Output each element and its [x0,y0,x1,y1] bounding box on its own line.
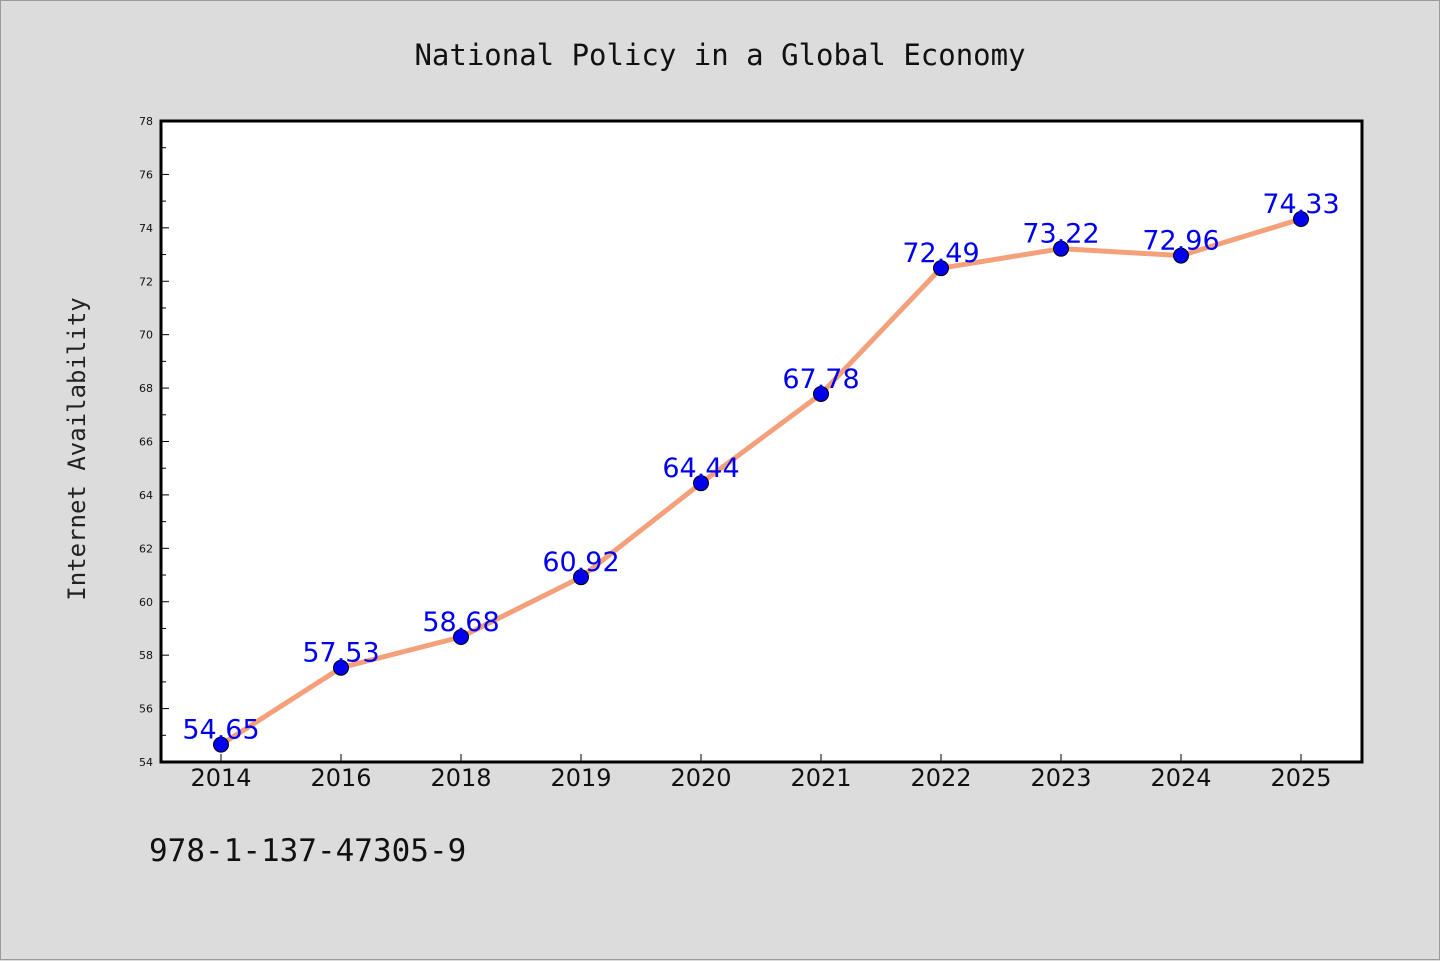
y-tick-label: 58 [139,649,153,662]
data-label: 67.78 [782,364,859,395]
data-label: 54.65 [182,715,259,746]
data-label: 72.49 [902,238,979,269]
data-label: 64.44 [662,453,739,484]
data-point [333,659,349,676]
y-axis-label: Internet Availability [63,297,91,600]
data-point [213,736,229,753]
y-tick-label: 56 [139,703,153,716]
x-tick-label: 2016 [310,764,371,792]
data-point [1293,211,1309,228]
plot-area [161,121,1362,762]
series-line-group [218,216,1304,748]
data-labels-group: 54.65 57.53 58.68 60.92 64.44 67.78 72.49 73.22… [182,189,1339,746]
data-point [693,475,709,492]
y-tick-label: 76 [139,168,153,181]
data-label: 74.33 [1262,189,1339,220]
y-tick-label: 74 [139,222,153,235]
data-point [1173,247,1189,264]
y-tick-label: 64 [139,489,153,502]
data-point [813,385,829,402]
x-tick-label: 2018 [430,764,491,792]
x-tick-label: 2025 [1270,764,1331,792]
data-label: 57.53 [302,638,379,669]
data-label: 60.92 [542,547,619,578]
y-axis: 54 56 58 60 62 64 66 68 70 72 74 76 78 [139,115,169,769]
y-tick-label: 54 [139,756,153,769]
data-point [1053,240,1069,257]
plot-frame [159,119,1364,764]
x-tick-label: 2023 [1030,764,1091,792]
data-label: 73.22 [1022,219,1099,250]
data-point [933,260,949,277]
x-tick-label: 2024 [1150,764,1211,792]
y-tick-label: 62 [139,542,153,555]
x-axis: 2014 2016 2018 2019 2020 2021 2022 2023 2024 2025 [190,754,1332,792]
y-tick-label: 66 [139,436,153,449]
x-tick-label: 2022 [910,764,971,792]
y-tick-label: 60 [139,596,153,609]
data-point [453,629,469,646]
x-tick-label: 2019 [550,764,611,792]
x-tick-label: 2020 [670,764,731,792]
series-markers-group [213,211,1309,753]
y-tick-label: 68 [139,382,153,395]
chart-title: National Policy in a Global Economy [414,38,1025,72]
isbn-text: 978-1-137-47305-9 [149,833,467,869]
data-label: 58.68 [422,607,499,638]
data-point [573,569,589,586]
x-tick-label: 2021 [790,764,851,792]
y-tick-label: 72 [139,275,153,288]
series-line [218,216,1304,748]
data-label: 72.96 [1142,226,1219,257]
y-tick-label: 70 [139,329,153,342]
y-tick-label: 78 [139,115,153,128]
x-tick-label: 2014 [190,764,251,792]
